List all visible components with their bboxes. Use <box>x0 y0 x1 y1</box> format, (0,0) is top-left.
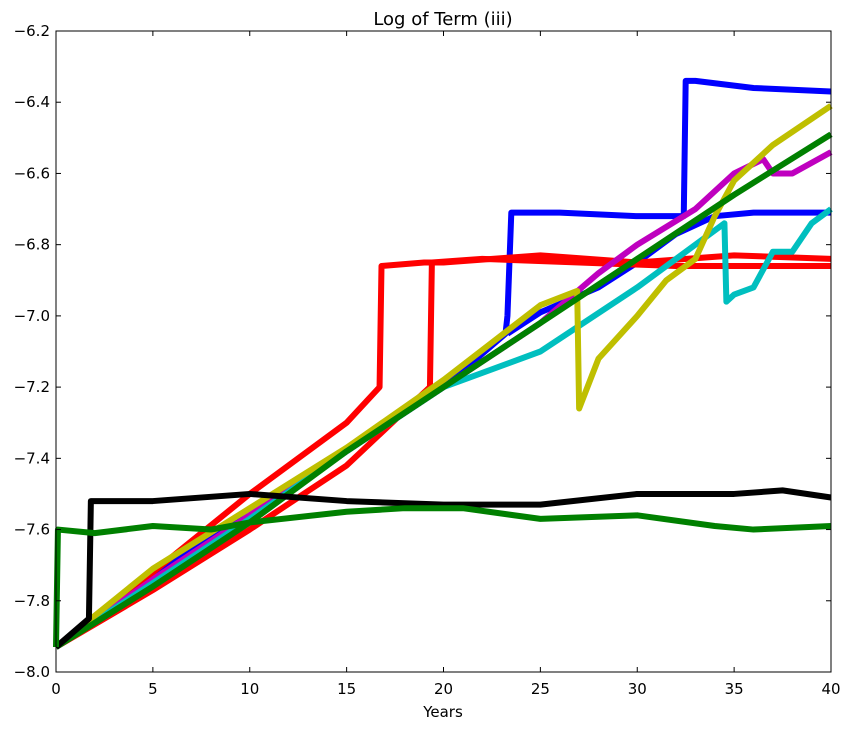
x-tick-label: 10 <box>240 680 259 698</box>
chart-title: Log of Term (iii) <box>373 9 512 30</box>
series-line-10 <box>53 505 832 648</box>
y-tick-label: −7.6 <box>14 521 50 539</box>
y-tick-label: −8.0 <box>14 663 50 681</box>
y-tick-label: −6.8 <box>14 236 50 254</box>
y-tick-label: −6.6 <box>14 164 50 182</box>
y-tick-label: −7.8 <box>14 592 50 610</box>
series-line-3 <box>54 252 832 650</box>
x-tick-label: 5 <box>148 680 158 698</box>
tick-layer: 0 5 10 15 20 25 30 35 40 −8.0 −7.8 −7.6 −7.4 −7.2 −7.0… <box>14 22 841 698</box>
y-tick-label: −7.4 <box>14 449 50 467</box>
x-tick-label: 35 <box>725 680 744 698</box>
x-tick-label: 0 <box>51 680 61 698</box>
x-axis-label: Years <box>422 703 463 721</box>
y-tick-label: −7.2 <box>14 378 50 396</box>
x-tick-label: 15 <box>337 680 356 698</box>
series-line-9 <box>54 487 832 650</box>
x-tick-label: 25 <box>531 680 550 698</box>
series-line-8 <box>54 131 833 650</box>
series-layer <box>53 77 833 650</box>
series-line-4 <box>54 255 831 650</box>
y-tick-label: −6.4 <box>14 93 50 111</box>
x-tick-label: 30 <box>628 680 647 698</box>
y-tick-label: −6.2 <box>14 22 50 40</box>
x-tick-label: 20 <box>434 680 453 698</box>
y-tick-label: −7.0 <box>14 307 50 325</box>
x-tick-label: 40 <box>821 680 840 698</box>
plot-frame <box>55 30 832 673</box>
